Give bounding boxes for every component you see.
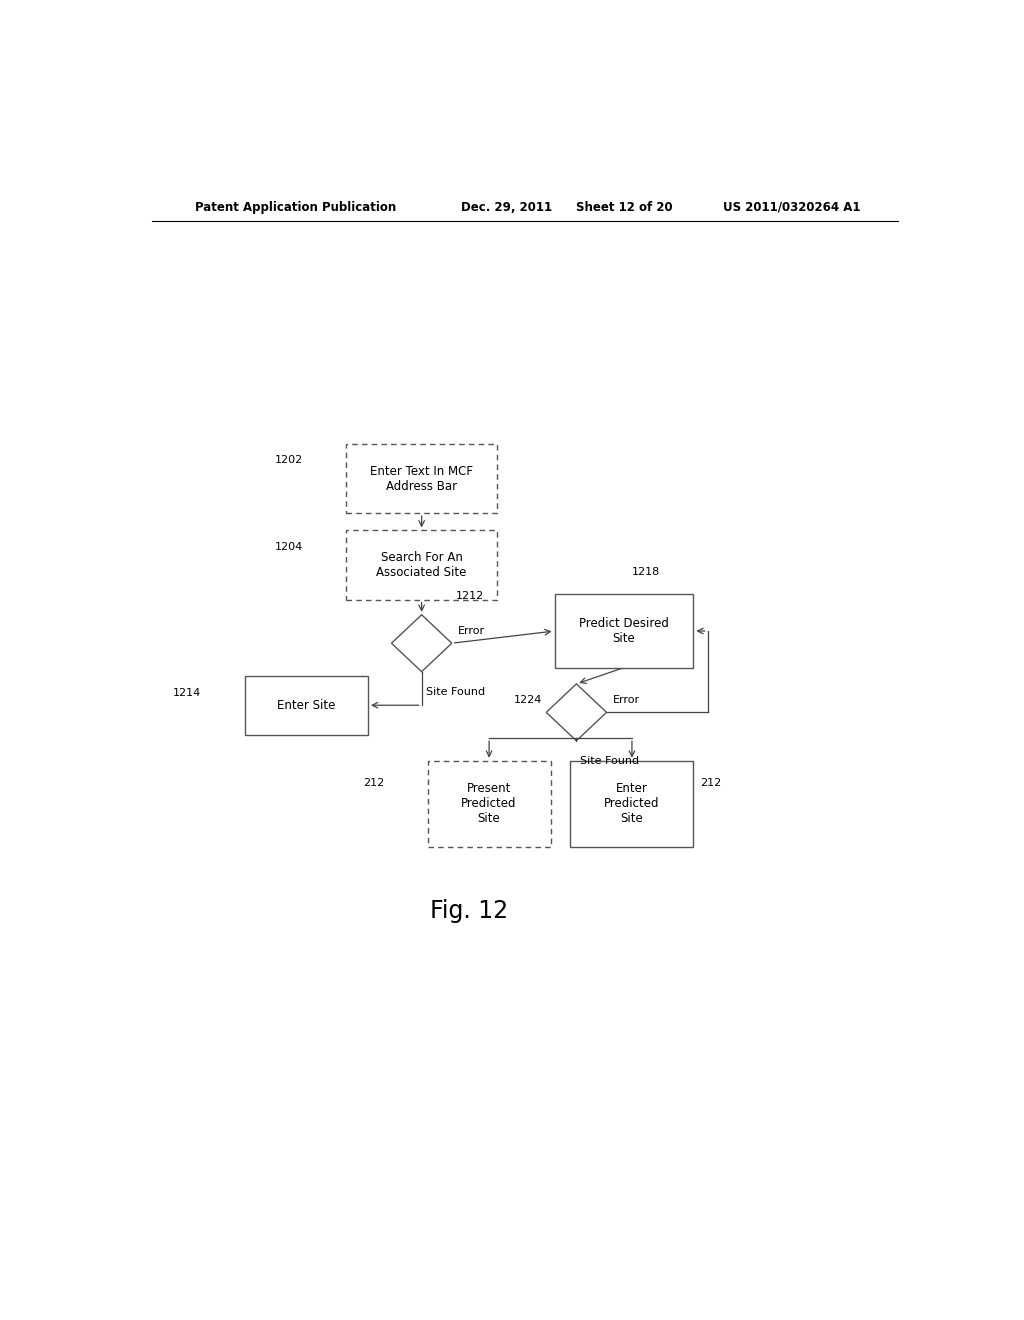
Text: Predict Desired
Site: Predict Desired Site	[579, 616, 669, 645]
Text: Enter Text In MCF
Address Bar: Enter Text In MCF Address Bar	[370, 465, 473, 492]
Text: 1204: 1204	[274, 541, 303, 552]
Text: US 2011/0320264 A1: US 2011/0320264 A1	[723, 201, 861, 214]
Text: 1224: 1224	[514, 696, 543, 705]
Text: Search For An
Associated Site: Search For An Associated Site	[377, 550, 467, 579]
Text: Error: Error	[613, 696, 640, 705]
Bar	[570, 760, 693, 847]
Bar	[346, 444, 497, 513]
Text: 212: 212	[362, 779, 384, 788]
Text: Present
Predicted
Site: Present Predicted Site	[462, 783, 517, 825]
Bar	[428, 760, 551, 847]
Text: Site Found: Site Found	[581, 756, 639, 766]
Text: 1202: 1202	[274, 455, 303, 465]
Text: Enter Site: Enter Site	[278, 698, 336, 711]
Text: 1218: 1218	[632, 568, 660, 577]
Text: 212: 212	[699, 779, 721, 788]
Bar	[245, 676, 368, 735]
Text: 1214: 1214	[173, 688, 202, 698]
Text: 1212: 1212	[456, 591, 484, 602]
Text: Error: Error	[458, 626, 485, 636]
Text: Site Found: Site Found	[426, 686, 484, 697]
Text: Dec. 29, 2011: Dec. 29, 2011	[461, 201, 552, 214]
Text: Sheet 12 of 20: Sheet 12 of 20	[577, 201, 673, 214]
Bar	[346, 531, 497, 599]
Text: Patent Application Publication: Patent Application Publication	[196, 201, 396, 214]
Text: Fig. 12: Fig. 12	[430, 899, 508, 923]
Polygon shape	[391, 615, 452, 672]
Bar	[555, 594, 693, 668]
Text: Enter
Predicted
Site: Enter Predicted Site	[604, 783, 659, 825]
Polygon shape	[546, 684, 606, 741]
